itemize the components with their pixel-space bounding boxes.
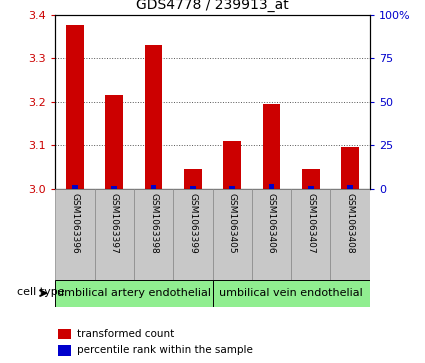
Text: GSM1063397: GSM1063397	[110, 193, 119, 254]
Bar	[212, 189, 252, 280]
Text: GSM1063398: GSM1063398	[149, 193, 158, 254]
Bar	[105, 95, 123, 189]
Bar	[144, 45, 162, 189]
Text: percentile rank within the sample: percentile rank within the sample	[77, 345, 253, 355]
Text: umbilical artery endothelial: umbilical artery endothelial	[57, 288, 211, 298]
Bar	[302, 169, 320, 189]
Bar	[223, 141, 241, 189]
Text: transformed count: transformed count	[77, 329, 175, 339]
Bar	[72, 185, 78, 189]
Text: GSM1063396: GSM1063396	[71, 193, 79, 254]
Bar	[66, 25, 84, 189]
Bar	[173, 189, 212, 280]
Bar	[94, 189, 134, 280]
Bar	[58, 345, 71, 356]
Bar	[331, 189, 370, 280]
Bar	[150, 185, 156, 189]
Text: cell type: cell type	[17, 287, 64, 297]
Text: GSM1063405: GSM1063405	[228, 193, 237, 254]
Bar	[229, 186, 235, 189]
Bar	[252, 189, 291, 280]
Bar	[184, 169, 202, 189]
Text: GSM1063407: GSM1063407	[306, 193, 315, 254]
Bar	[291, 189, 331, 280]
Bar	[269, 184, 275, 189]
Bar	[341, 147, 359, 189]
Text: GSM1063408: GSM1063408	[346, 193, 354, 254]
Bar	[55, 280, 212, 307]
Bar	[58, 329, 71, 339]
Bar	[212, 280, 370, 307]
Title: GDS4778 / 239913_at: GDS4778 / 239913_at	[136, 0, 289, 12]
Bar	[111, 186, 117, 189]
Bar	[55, 189, 94, 280]
Bar	[263, 104, 280, 189]
Text: umbilical vein endothelial: umbilical vein endothelial	[219, 288, 363, 298]
Bar	[134, 189, 173, 280]
Bar	[308, 186, 314, 189]
Bar	[190, 186, 196, 189]
Bar	[347, 185, 353, 189]
Text: GSM1063399: GSM1063399	[188, 193, 197, 254]
Text: GSM1063406: GSM1063406	[267, 193, 276, 254]
